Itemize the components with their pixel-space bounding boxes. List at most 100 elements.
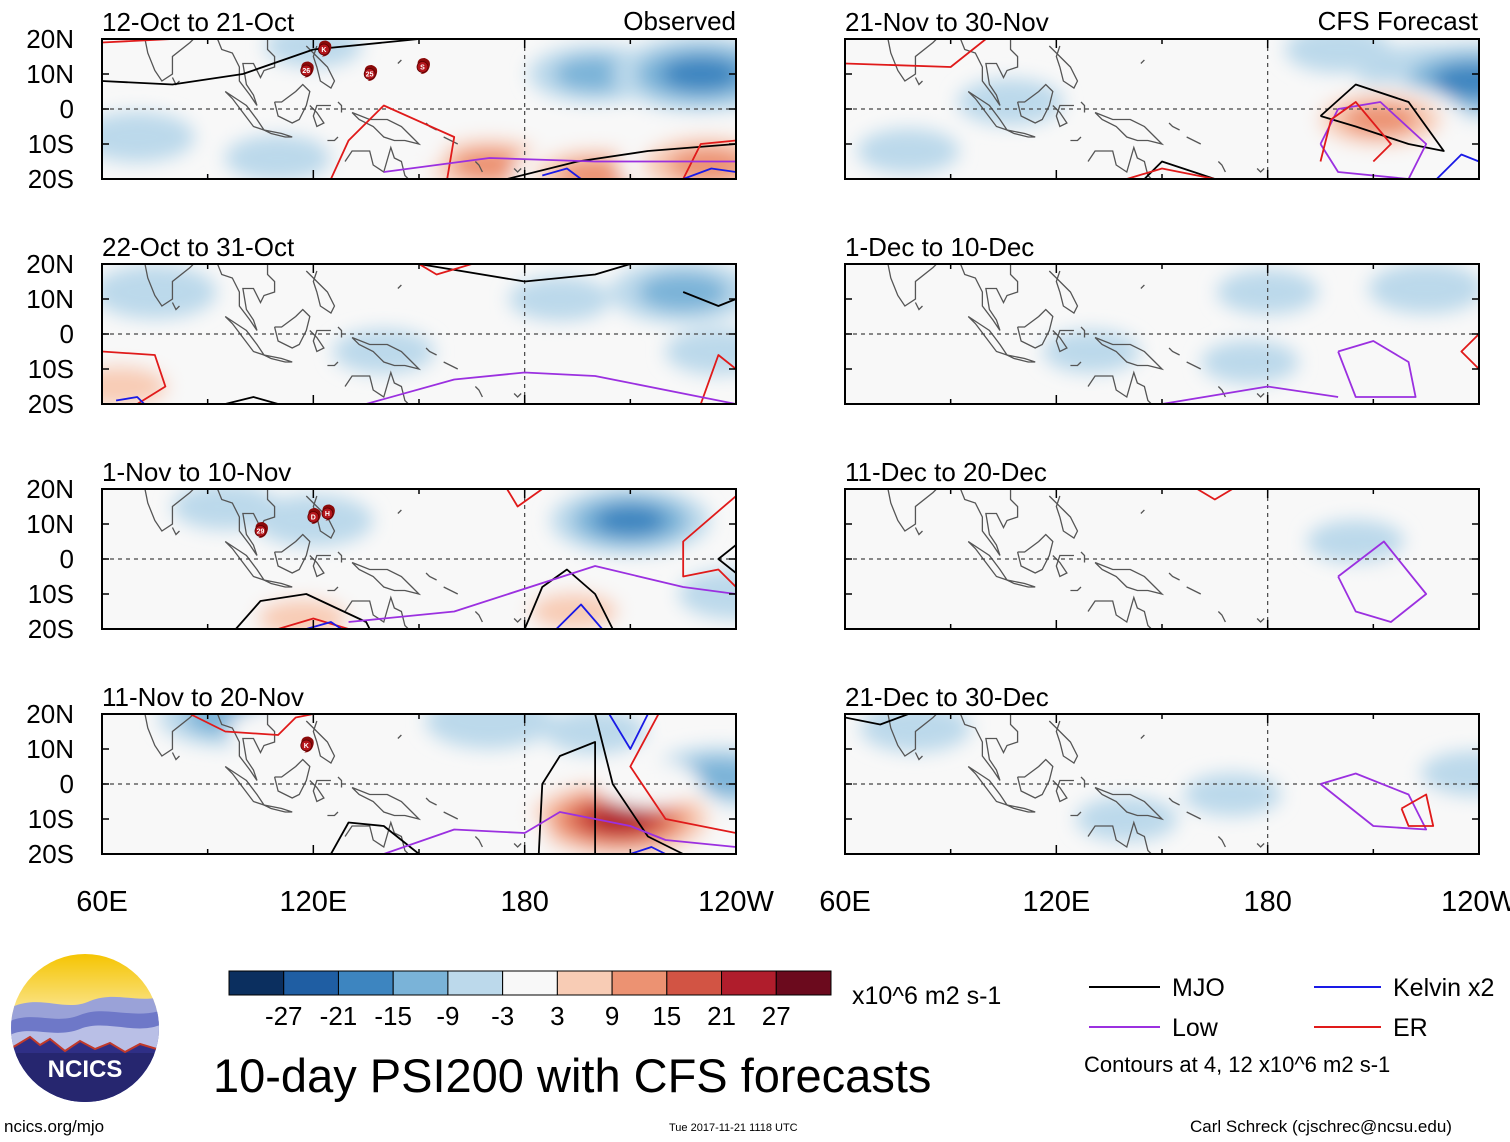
contour-er bbox=[682, 139, 736, 179]
panel-title: 12-Oct to 21-Oct bbox=[102, 7, 295, 37]
coastline bbox=[425, 797, 437, 806]
ncics-logo-graphic: NCICS bbox=[11, 954, 159, 1102]
coastline bbox=[313, 697, 320, 708]
legend-item-er: ER bbox=[1314, 1014, 1428, 1042]
storm-marker: K bbox=[317, 40, 332, 57]
coastline bbox=[1070, 361, 1082, 367]
coastline bbox=[1052, 779, 1074, 803]
coastline bbox=[425, 347, 437, 356]
y-tick-label: 20N bbox=[26, 699, 74, 729]
contour-mjo bbox=[1319, 83, 1445, 152]
y-tick-label: 20S bbox=[28, 389, 74, 419]
legend-label: ER bbox=[1393, 1014, 1428, 1042]
coastline bbox=[1094, 786, 1165, 821]
coastline bbox=[327, 811, 339, 817]
storm-label: 25 bbox=[366, 72, 374, 79]
coastline bbox=[1048, 495, 1079, 539]
anomaly-blob bbox=[678, 568, 736, 620]
panel-title: 11-Nov to 20-Nov bbox=[102, 682, 304, 712]
panel-1: 20N 10N 0 10S 20S 12-Oct to 21-Oct K 26 25 S bbox=[26, 7, 737, 194]
colorbar-swatch bbox=[502, 970, 558, 996]
y-tick-label: 10S bbox=[28, 804, 74, 834]
colorbar-swatch bbox=[228, 970, 285, 996]
anomaly-field bbox=[1306, 519, 1476, 621]
contour-note: Contours at 4, 12 x10^6 m2 s-1 bbox=[1084, 1052, 1391, 1077]
colorbar-swatch bbox=[775, 970, 832, 996]
coastline bbox=[273, 533, 311, 574]
y-tick-label: 10S bbox=[28, 579, 74, 609]
coastline bbox=[1006, 579, 1036, 588]
contour-mjo bbox=[235, 593, 371, 629]
anomaly-blob bbox=[661, 57, 736, 91]
coastline bbox=[513, 843, 522, 848]
author-credit: Carl Schreck (cjschrec@ncsu.edu) bbox=[1190, 1117, 1452, 1136]
coastline bbox=[1006, 129, 1036, 138]
anomaly-blob bbox=[1368, 264, 1479, 314]
coastline bbox=[351, 111, 422, 146]
anomaly-blob bbox=[452, 149, 527, 179]
coastline bbox=[1048, 270, 1079, 314]
contour-er bbox=[189, 714, 314, 736]
wave-contours bbox=[235, 489, 736, 629]
anomaly-blob bbox=[557, 159, 633, 179]
panels-layer: 20N 10N 0 10S 20S 12-Oct to 21-Oct K 26 25 S 20N 10… bbox=[26, 7, 1480, 869]
contour-mjo bbox=[523, 568, 614, 629]
coastline bbox=[887, 39, 1019, 106]
x-tick-label: 120W bbox=[698, 886, 774, 918]
y-tick-label: 10N bbox=[26, 509, 74, 539]
x-tick-label: 120E bbox=[1022, 886, 1090, 918]
anomaly-blob bbox=[425, 714, 554, 749]
contour-low bbox=[1319, 772, 1428, 831]
coastline bbox=[351, 561, 422, 596]
anomaly-blob bbox=[102, 265, 217, 319]
colorbar-swatch bbox=[283, 970, 339, 996]
coastline bbox=[513, 393, 522, 398]
panel-title: 21-Nov to 30-Nov bbox=[845, 7, 1049, 37]
coastline bbox=[1056, 472, 1063, 483]
anomaly-blob bbox=[638, 272, 729, 312]
coastline bbox=[1186, 586, 1202, 595]
coastline bbox=[1168, 797, 1180, 806]
contour-mjo bbox=[102, 39, 420, 86]
colorbar-swatch bbox=[611, 970, 668, 996]
storm-label: 26 bbox=[302, 68, 310, 75]
coastline bbox=[289, 411, 296, 453]
anomaly-blob bbox=[957, 78, 1064, 126]
contour-low bbox=[1337, 340, 1417, 398]
coastline bbox=[337, 551, 343, 563]
y-tick-label: 20S bbox=[28, 839, 74, 869]
coastline bbox=[1016, 308, 1054, 349]
coastline bbox=[1217, 386, 1226, 398]
legend-label: Low bbox=[1172, 1014, 1219, 1042]
colorbar-swatch bbox=[556, 970, 613, 996]
panel-title: 1-Dec to 10-Dec bbox=[845, 232, 1034, 262]
coastline bbox=[1094, 111, 1165, 146]
contour-kelvin bbox=[542, 167, 582, 179]
coastline bbox=[1056, 247, 1063, 258]
anomaly-blob bbox=[1343, 103, 1418, 136]
panel-3: 20N 10N 0 10S 20S 1-Nov to 10-Nov 29 D H bbox=[26, 457, 737, 644]
anomaly-blob bbox=[1284, 39, 1392, 73]
anomaly-blob bbox=[508, 276, 611, 322]
y-tick-label: 20S bbox=[28, 164, 74, 194]
legend-item-kelvin-x2: Kelvin x2 bbox=[1314, 974, 1494, 1002]
legend-item-mjo: MJO bbox=[1089, 974, 1225, 1002]
anomaly-blob bbox=[588, 805, 651, 833]
coastline bbox=[273, 83, 311, 124]
site-url: ncics.org/mjo bbox=[4, 1117, 105, 1136]
anomaly-blob bbox=[102, 366, 168, 404]
colorbar-tick-label: -9 bbox=[436, 1001, 459, 1031]
storm-marker: S bbox=[416, 58, 430, 74]
anomaly-blob bbox=[1183, 772, 1282, 817]
coastline bbox=[1217, 161, 1226, 173]
timestamp: Tue 2017-11-21 1118 UTC bbox=[669, 1122, 798, 1134]
contour-low bbox=[383, 157, 736, 173]
coastline bbox=[1052, 104, 1074, 128]
colorbar-tick-label: -21 bbox=[320, 1001, 358, 1031]
storm-label: H bbox=[325, 511, 330, 518]
anomaly-blob bbox=[665, 328, 736, 375]
anomaly-blob bbox=[1432, 64, 1479, 98]
coastline bbox=[144, 264, 276, 331]
anomaly-blob bbox=[857, 128, 960, 174]
anomaly-blob bbox=[544, 714, 647, 754]
